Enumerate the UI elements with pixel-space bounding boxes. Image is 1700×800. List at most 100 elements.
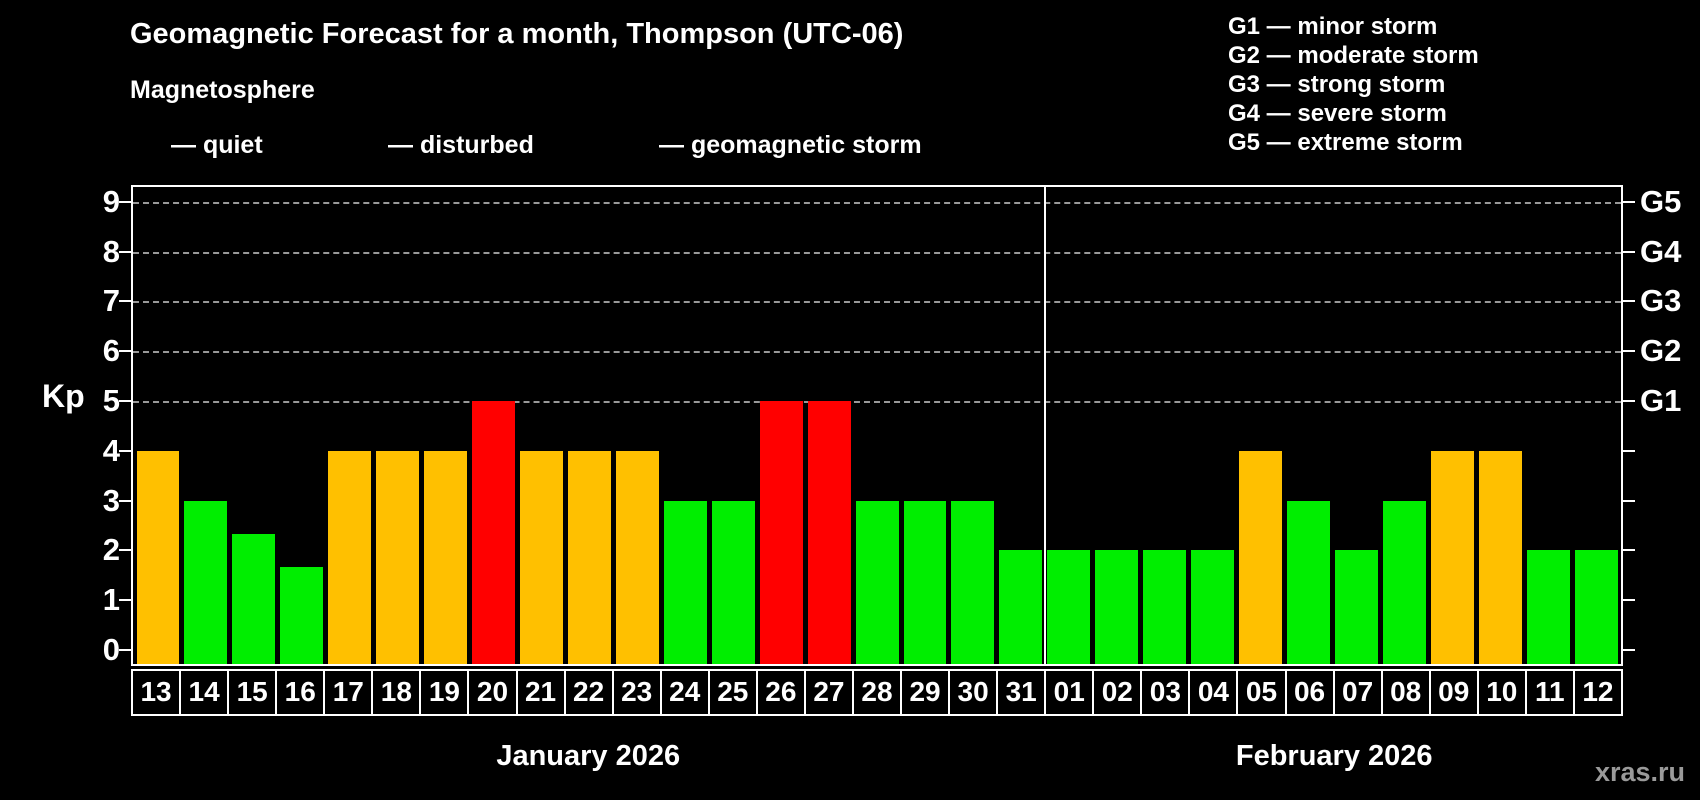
- day-cell-26: 26: [755, 671, 804, 714]
- g-axis-label-g1: G1: [1640, 383, 1682, 418]
- kp-bar-day-17: [328, 450, 372, 664]
- day-cell-18: 18: [371, 671, 419, 714]
- bar-slot-23: [613, 187, 661, 664]
- left-axis-tick-6: [119, 350, 131, 353]
- kp-bar-day-27: [807, 401, 851, 664]
- chart-title: Geomagnetic Forecast for a month, Thomps…: [130, 18, 904, 50]
- kp-bar-day-19: [424, 450, 468, 664]
- day-cell-16: 16: [275, 671, 323, 714]
- kp-bar-day-31: [999, 550, 1043, 664]
- g-legend-g1: G1 — minor storm: [1228, 13, 1438, 40]
- right-axis-tick-6: [1623, 350, 1635, 353]
- y-tick-label-8: 8: [102, 233, 120, 269]
- kp-bar-day-01: [1047, 550, 1091, 664]
- day-cell-06: 06: [1284, 671, 1333, 714]
- day-cell-10: 10: [1476, 671, 1525, 714]
- g-axis-label-g2: G2: [1640, 333, 1682, 369]
- day-cell-14: 14: [179, 671, 227, 714]
- kp-bar-day-08: [1382, 500, 1426, 664]
- month-caption-january: January 2026: [496, 740, 681, 772]
- bar-slot-14: [182, 187, 230, 664]
- bar-slot-11: [1524, 187, 1572, 664]
- kp-bar-day-15: [232, 533, 276, 664]
- day-cell-07: 07: [1332, 671, 1381, 714]
- right-axis-tick-8: [1623, 250, 1635, 253]
- bar-slot-17: [326, 187, 374, 664]
- legend-item-disturbed: — disturbed: [347, 127, 534, 164]
- y-tick-label-1: 1: [102, 582, 120, 618]
- kp-bar-day-23: [615, 450, 659, 664]
- left-axis-tick-1: [119, 599, 131, 602]
- kp-bar-day-11: [1526, 550, 1570, 664]
- left-axis-tick-4: [119, 449, 131, 452]
- bar-slot-19: [422, 187, 470, 664]
- day-cell-27: 27: [803, 671, 852, 714]
- day-cell-21: 21: [515, 671, 564, 714]
- day-cell-22: 22: [563, 671, 612, 714]
- bar-slot-10: [1476, 187, 1524, 664]
- day-axis-row: 13 14 15 16 17 18 19 20 21 22 23 24 25 26 27 28 29 30 31 01…: [131, 669, 1623, 716]
- day-cell-23: 23: [611, 671, 660, 714]
- bar-slot-20: [470, 187, 518, 664]
- bars-layer: [134, 187, 1620, 664]
- day-cell-28: 28: [851, 671, 900, 714]
- right-axis-tick-3: [1623, 499, 1635, 502]
- bar-slot-29: [901, 187, 949, 664]
- kp-bar-day-10: [1478, 450, 1522, 664]
- day-cell-09: 09: [1428, 671, 1477, 714]
- day-cell-04: 04: [1188, 671, 1236, 714]
- kp-bar-day-07: [1334, 550, 1378, 664]
- bar-slot-26: [757, 187, 805, 664]
- g-axis-label-g3: G3: [1640, 283, 1682, 319]
- left-axis-tick-0: [119, 649, 131, 651]
- left-axis-tick-8: [119, 250, 131, 253]
- y-tick-label-5: 5: [102, 383, 120, 418]
- left-axis-tick-9: [119, 200, 131, 203]
- day-cell-24: 24: [659, 671, 708, 714]
- g-axis-label-g5: G5: [1640, 183, 1682, 219]
- day-cell-08: 08: [1380, 671, 1429, 714]
- bar-slot-30: [949, 187, 997, 664]
- day-cell-13: 13: [140, 676, 172, 707]
- y-tick-label-9: 9: [102, 183, 120, 219]
- y-tick-label-2: 2: [102, 532, 120, 568]
- g-axis-label-g4: G4: [1640, 233, 1682, 269]
- bar-slot-15: [230, 187, 278, 664]
- chart-subtitle: Magnetosphere: [130, 76, 315, 104]
- kp-bar-day-12: [1574, 550, 1618, 664]
- bar-slot-18: [374, 187, 422, 664]
- month-caption-february: February 2026: [1235, 740, 1433, 772]
- day-cell-19: 19: [419, 671, 467, 714]
- legend-item-storm: — geomagnetic storm: [618, 127, 922, 164]
- legend-label-disturbed: — disturbed: [388, 131, 534, 159]
- g-legend-g5: G5 — extreme storm: [1228, 129, 1463, 156]
- left-axis-tick-5: [119, 400, 131, 402]
- gridline-kp-7: [133, 301, 1621, 304]
- bar-slot-28: [853, 187, 901, 664]
- kp-bar-day-22: [567, 450, 611, 664]
- bar-slot-16: [278, 187, 326, 664]
- bar-slot-24: [661, 187, 709, 664]
- left-axis-tick-3: [119, 499, 131, 502]
- g-scale-legend: G1 — minor storm G2 — moderate storm G3 …: [1228, 12, 1479, 157]
- right-axis-tick-9: [1623, 200, 1635, 203]
- bar-slot-01: [1045, 187, 1093, 664]
- kp-bar-day-30: [951, 500, 995, 664]
- gridline-kp-9: [133, 201, 1621, 204]
- bar-slot-09: [1428, 187, 1476, 664]
- bar-slot-03: [1141, 187, 1189, 664]
- bar-slot-08: [1380, 187, 1428, 664]
- bar-slot-22: [565, 187, 613, 664]
- day-cell-30: 30: [948, 671, 996, 714]
- gridline-kp-8: [133, 251, 1621, 254]
- kp-bar-day-09: [1430, 450, 1474, 664]
- y-tick-label-7: 7: [102, 283, 120, 319]
- y-axis-title: Kp: [42, 378, 85, 414]
- kp-bar-day-18: [376, 450, 420, 664]
- right-axis-tick-1: [1623, 599, 1635, 602]
- right-axis-tick-0: [1623, 649, 1635, 651]
- right-axis-tick-5: [1623, 400, 1635, 402]
- kp-bar-day-13: [136, 450, 180, 664]
- disturbed-color-swatch-icon: [347, 128, 375, 164]
- day-cell-29: 29: [900, 671, 948, 714]
